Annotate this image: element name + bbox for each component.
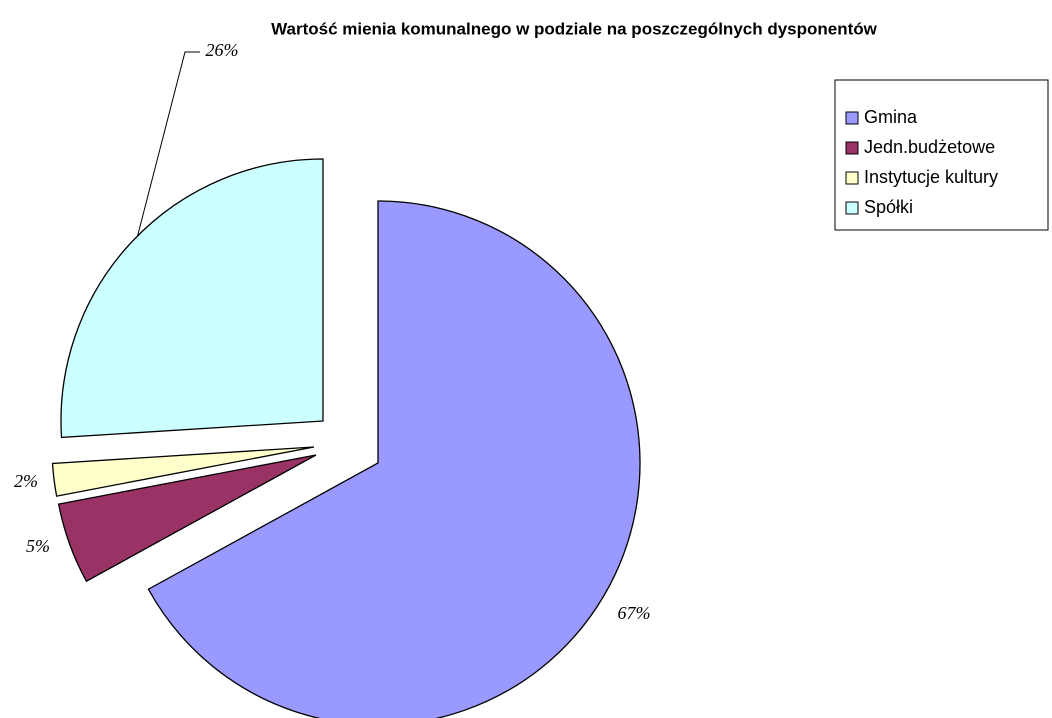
legend-label: Spółki [864, 197, 913, 217]
pie-slice [57, 454, 317, 583]
data-label: 5% [26, 536, 50, 556]
data-label: 2% [14, 471, 38, 491]
chart-title: Wartość mienia komunalnego w podziale na… [271, 19, 878, 38]
leader-line [135, 51, 200, 243]
legend-label: Jedn.budżetowe [864, 137, 995, 157]
legend-swatch [845, 111, 859, 125]
legend-swatch [845, 141, 859, 155]
pie-slice [51, 446, 315, 497]
legend-swatch [845, 171, 859, 185]
data-label: 67% [618, 603, 651, 623]
legend-label: Gmina [864, 107, 918, 127]
pie-slice [60, 158, 324, 439]
legend-label: Instytucje kultury [864, 167, 998, 187]
legend-box [834, 79, 1049, 231]
legend-swatch [845, 201, 859, 215]
pie-slice [147, 200, 641, 718]
data-label: 26% [206, 40, 239, 60]
